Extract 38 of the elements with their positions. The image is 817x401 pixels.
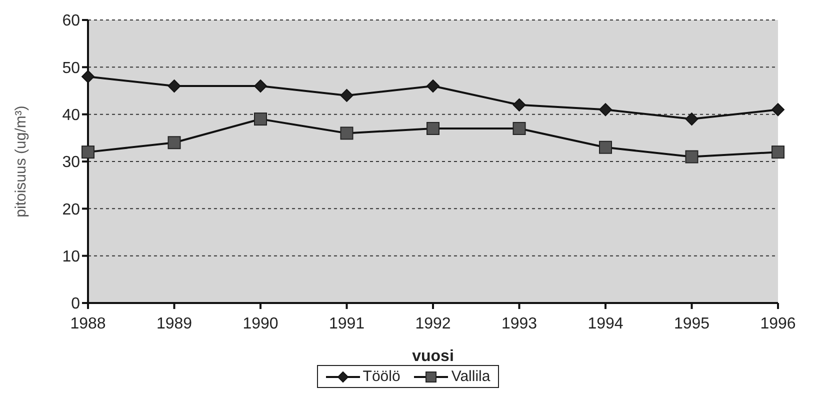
y-tick-label: 0 xyxy=(71,296,80,313)
point xyxy=(168,136,181,150)
y-tick-label: 40 xyxy=(62,107,80,124)
point xyxy=(512,98,526,112)
point xyxy=(340,88,354,102)
legend-label: Vallila xyxy=(451,368,490,385)
x-tick-label: 1994 xyxy=(588,315,624,332)
point xyxy=(254,112,267,126)
point xyxy=(512,122,526,135)
point xyxy=(772,146,784,159)
y-tick-label: 50 xyxy=(62,60,80,77)
point xyxy=(599,103,612,116)
point xyxy=(426,122,440,135)
legend-label: Töölö xyxy=(362,368,400,385)
x-tick-label: 1990 xyxy=(242,315,278,332)
y-tick-label: 60 xyxy=(62,12,80,30)
point xyxy=(599,140,612,154)
y-axis-title: pitoisuus (ug/m³) xyxy=(12,106,30,218)
y-tick-label: 10 xyxy=(62,248,80,266)
x-axis-title: vuosi xyxy=(412,348,454,365)
point xyxy=(340,126,354,140)
x-tick-label: 1989 xyxy=(156,315,192,332)
point xyxy=(426,80,440,93)
point xyxy=(772,103,784,116)
point xyxy=(82,146,94,159)
point xyxy=(168,80,181,93)
y-tick-label: 20 xyxy=(62,201,80,218)
point xyxy=(82,70,94,84)
point xyxy=(685,112,698,126)
point xyxy=(685,150,698,164)
x-tick-label: 1992 xyxy=(415,315,451,332)
x-tick-label: 1993 xyxy=(501,315,538,332)
y-tick-label: 30 xyxy=(62,154,80,172)
x-tick-label: 1988 xyxy=(70,315,106,332)
x-tick-label: 1991 xyxy=(328,315,365,332)
point xyxy=(254,80,267,93)
x-tick-label: 1996 xyxy=(760,315,796,332)
x-tick-label: 1995 xyxy=(674,315,710,332)
